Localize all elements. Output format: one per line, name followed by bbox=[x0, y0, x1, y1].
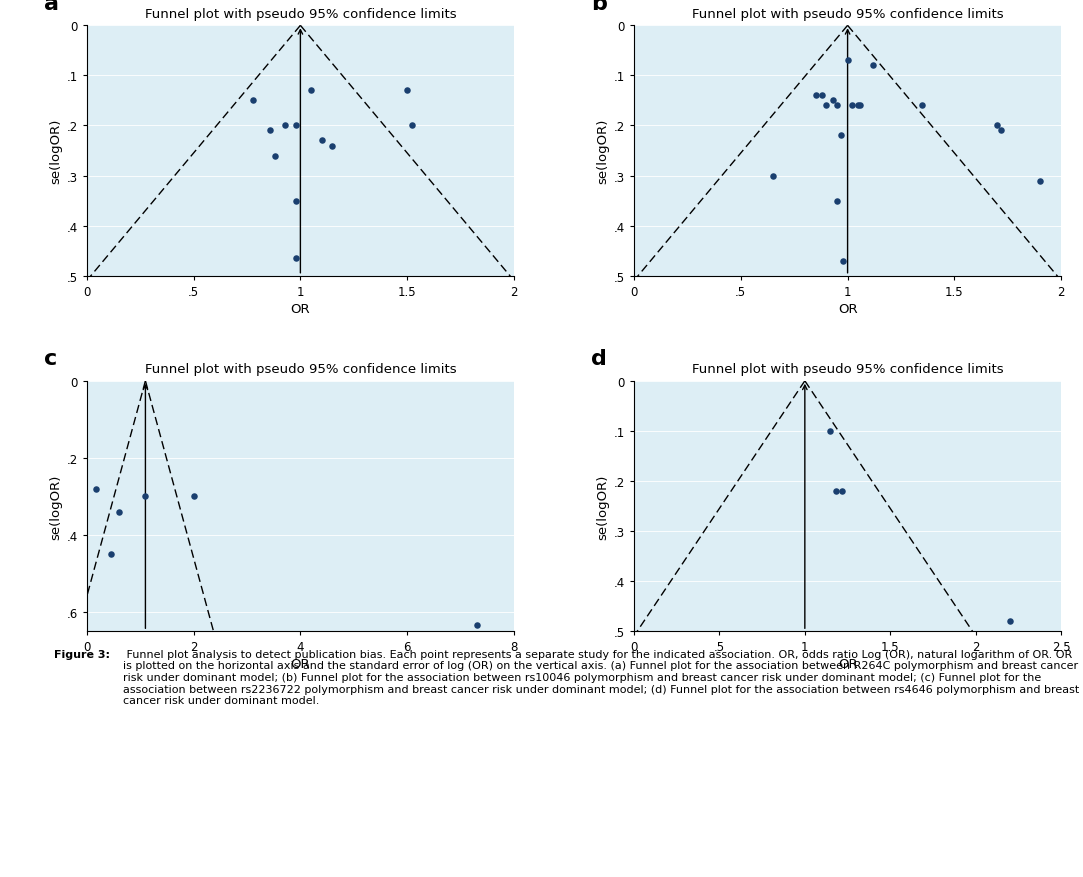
Text: Figure 3:: Figure 3: bbox=[54, 649, 110, 659]
X-axis label: OR: OR bbox=[290, 303, 310, 316]
Point bbox=[266, 149, 284, 163]
Text: Funnel plot analysis to detect publication bias. Each point represents a separat: Funnel plot analysis to detect publicati… bbox=[122, 649, 1079, 705]
Point bbox=[399, 84, 416, 98]
Point bbox=[287, 119, 304, 133]
Point bbox=[262, 125, 279, 139]
Point bbox=[88, 482, 105, 496]
Point bbox=[828, 99, 846, 113]
Text: c: c bbox=[44, 349, 57, 369]
Point bbox=[277, 119, 295, 133]
Point bbox=[324, 139, 341, 153]
Point bbox=[818, 99, 835, 113]
Point bbox=[827, 484, 845, 498]
Y-axis label: se(logOR): se(logOR) bbox=[597, 474, 610, 539]
Point bbox=[102, 547, 119, 561]
Y-axis label: se(logOR): se(logOR) bbox=[597, 118, 610, 184]
Point bbox=[824, 95, 841, 109]
Point bbox=[844, 99, 861, 113]
Title: Funnel plot with pseudo 95% confidence limits: Funnel plot with pseudo 95% confidence l… bbox=[692, 8, 1004, 21]
Point bbox=[468, 618, 485, 632]
Point bbox=[110, 505, 128, 519]
Point bbox=[993, 125, 1010, 139]
Point bbox=[813, 89, 831, 103]
Title: Funnel plot with pseudo 95% confidence limits: Funnel plot with pseudo 95% confidence l… bbox=[144, 8, 456, 21]
Point bbox=[185, 489, 203, 503]
Point bbox=[989, 119, 1006, 133]
Title: Funnel plot with pseudo 95% confidence limits: Funnel plot with pseudo 95% confidence l… bbox=[692, 363, 1004, 376]
Text: d: d bbox=[591, 349, 606, 369]
Point bbox=[864, 60, 882, 74]
X-axis label: OR: OR bbox=[290, 658, 310, 671]
Point bbox=[1002, 615, 1019, 629]
Point bbox=[287, 195, 304, 209]
Y-axis label: se(logOR): se(logOR) bbox=[49, 474, 62, 539]
Point bbox=[849, 99, 866, 113]
Point bbox=[851, 99, 869, 113]
Point bbox=[839, 54, 857, 68]
Point bbox=[1031, 175, 1048, 189]
Point bbox=[835, 254, 852, 268]
Point bbox=[822, 424, 839, 438]
Point bbox=[403, 119, 420, 133]
Point bbox=[313, 134, 330, 148]
Point bbox=[828, 195, 846, 209]
Point bbox=[765, 169, 782, 183]
Text: a: a bbox=[44, 0, 58, 14]
Point bbox=[245, 95, 262, 109]
Point bbox=[287, 252, 304, 266]
Title: Funnel plot with pseudo 95% confidence limits: Funnel plot with pseudo 95% confidence l… bbox=[144, 363, 456, 376]
Point bbox=[807, 89, 824, 103]
Point bbox=[914, 99, 931, 113]
X-axis label: OR: OR bbox=[838, 303, 858, 316]
Y-axis label: se(logOR): se(logOR) bbox=[49, 118, 62, 184]
Point bbox=[136, 489, 154, 503]
Text: b: b bbox=[591, 0, 606, 14]
Point bbox=[302, 84, 319, 98]
X-axis label: OR: OR bbox=[838, 658, 858, 671]
Point bbox=[833, 129, 850, 143]
Point bbox=[834, 484, 851, 498]
